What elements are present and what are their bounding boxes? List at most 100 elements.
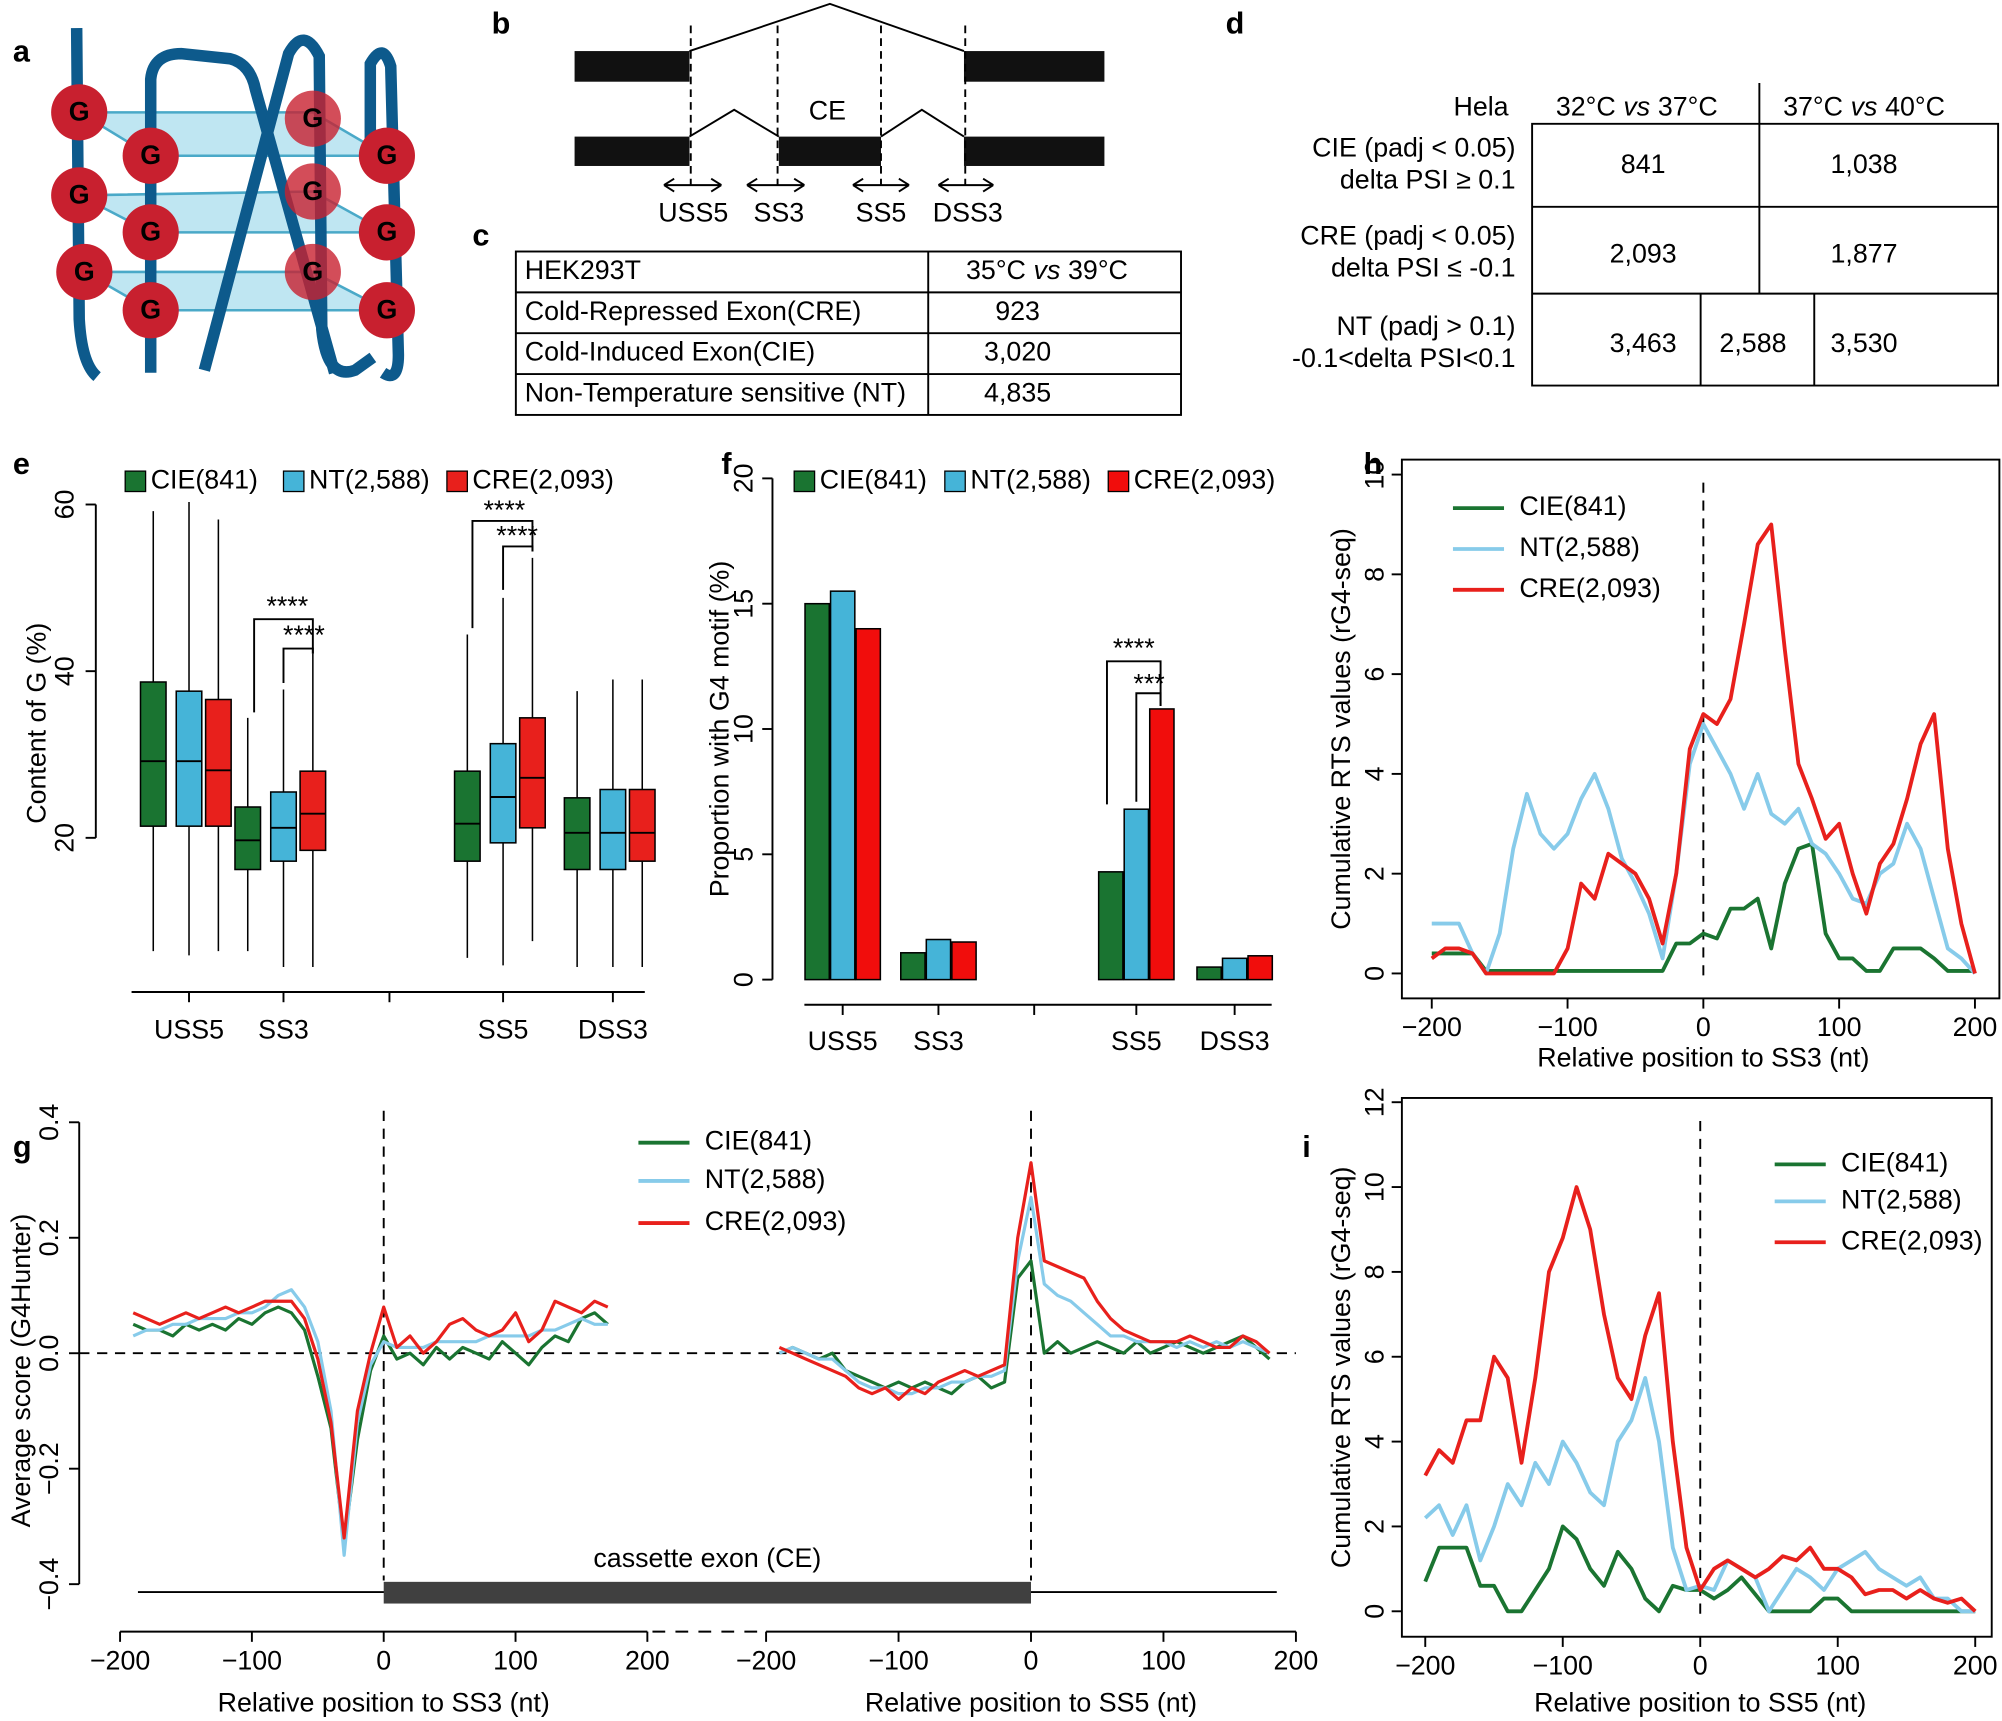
legend-label: CIE(841) xyxy=(820,464,927,494)
guanine xyxy=(284,243,341,301)
guanine xyxy=(122,204,179,261)
bar xyxy=(855,627,882,981)
header-part: 39°C xyxy=(1068,255,1128,285)
panel-label: g xyxy=(13,1130,32,1164)
x-tick-label: 100 xyxy=(493,1645,538,1675)
y-tick-label: 12 xyxy=(1359,1087,1389,1117)
header-part: 37°C xyxy=(1783,92,1843,122)
strand xyxy=(70,28,102,382)
header-part: 35°C xyxy=(966,255,1026,285)
guanine-label: G xyxy=(69,97,90,127)
significance-label: **** xyxy=(283,620,325,650)
box xyxy=(299,770,327,852)
significance-bracket xyxy=(253,618,314,713)
guanine-label: G xyxy=(302,176,323,206)
series-line xyxy=(1423,1185,1977,1613)
y-axis-label: Cumulative RTS values (rG4-seq) xyxy=(1326,1167,1356,1569)
legend-swatch xyxy=(446,470,468,493)
header-part: 40°C xyxy=(1885,92,1945,122)
x-tick-label: 0 xyxy=(1696,1012,1711,1042)
legend-swatch xyxy=(1107,470,1130,493)
box xyxy=(234,806,262,871)
x-tick-label: 200 xyxy=(1274,1645,1319,1675)
intron xyxy=(688,2,965,138)
cell-value: 923 xyxy=(995,296,1040,326)
x-tick-label: SS3 xyxy=(913,1026,964,1056)
y-axis-label: Content of G (%) xyxy=(21,623,51,824)
y-tick-label: 0.4 xyxy=(34,1104,64,1141)
window-arrow xyxy=(663,177,994,193)
row-label: Cold-Induced Exon(CIE) xyxy=(525,337,815,367)
y-tick-label: 0.2 xyxy=(34,1219,64,1256)
bar xyxy=(900,952,926,981)
y-axis-label: Cumulative RTS values (rG4-seq) xyxy=(1326,528,1356,930)
x-tick-label: −200 xyxy=(90,1645,150,1675)
y-tick-label: 6 xyxy=(1359,1349,1389,1364)
x-tick-label: 200 xyxy=(1953,1012,1998,1042)
row-label: Cold-Repressed Exon(CRE) xyxy=(525,296,862,326)
header-part: vs xyxy=(1034,255,1061,285)
significance-bracket xyxy=(502,545,534,590)
y-tick-label: 60 xyxy=(50,490,80,520)
y-tick-label: 6 xyxy=(1359,667,1389,682)
guanine xyxy=(122,127,179,184)
x-tick-label: 200 xyxy=(625,1645,670,1675)
cell-value: 3,020 xyxy=(984,337,1051,367)
exon xyxy=(574,136,690,166)
legend-swatch xyxy=(793,470,816,493)
column-header: 37°C vs 40°C xyxy=(1783,92,1945,122)
header-part: 32°C xyxy=(1556,92,1616,122)
panel-label: e xyxy=(13,447,30,481)
significance-label: **** xyxy=(266,591,308,621)
table-grid xyxy=(1531,82,2000,387)
bar xyxy=(925,938,952,981)
bar xyxy=(829,590,856,981)
plot-frame xyxy=(1400,458,2001,1000)
y-tick-label: 0.0 xyxy=(34,1335,64,1372)
bar xyxy=(1123,808,1150,981)
y-tick-label: −0.4 xyxy=(34,1558,64,1611)
y-tick-label: 4 xyxy=(1359,766,1389,781)
exon-label: cassette exon (CE) xyxy=(593,1543,821,1573)
x-tick-label: 0 xyxy=(376,1645,391,1675)
legend-label: NT(2,588) xyxy=(1519,532,1640,562)
plot-frame xyxy=(1400,1097,1993,1638)
significance-label: **** xyxy=(496,521,538,551)
x-tick-label: −200 xyxy=(736,1645,796,1675)
significance-bracket xyxy=(1135,692,1162,802)
guanine-label: G xyxy=(140,295,161,325)
y-tick-label: 8 xyxy=(1359,1264,1389,1279)
series-line xyxy=(132,1299,609,1540)
legend-label: CRE(2,093) xyxy=(1841,1225,1982,1255)
box xyxy=(269,791,298,862)
table: Hela 32°C vs 37°C 37°C vs 40°C CIE (padj < 0… xyxy=(1292,82,2000,387)
panel-label: b xyxy=(492,7,511,41)
significance-label: *** xyxy=(1133,669,1165,699)
exon xyxy=(963,136,1105,166)
x-tick-label: USS5 xyxy=(808,1026,878,1056)
y-tick-label: 20 xyxy=(729,463,759,493)
bar xyxy=(951,941,977,981)
guanine xyxy=(358,282,415,339)
row-label: -0.1<delta PSI<0.1 xyxy=(1292,343,1515,373)
strand xyxy=(364,47,405,382)
y-tick-label: 40 xyxy=(50,656,80,686)
series-line xyxy=(132,1305,609,1546)
x-tick-label: USS5 xyxy=(154,1015,224,1045)
guanine xyxy=(284,90,341,147)
y-tick-label: 2 xyxy=(1359,1519,1389,1534)
panel-label: a xyxy=(13,35,31,69)
row-label: NT (padj > 0.1) xyxy=(1337,311,1516,341)
box xyxy=(599,788,627,871)
panel-label: h xyxy=(1364,447,1383,481)
x-tick-label: −200 xyxy=(1402,1012,1462,1042)
guanine-label: G xyxy=(376,295,397,325)
guanine xyxy=(122,282,179,339)
guanine-label: G xyxy=(69,180,90,210)
guanine xyxy=(284,163,341,220)
cell-value: 1,038 xyxy=(1831,149,1898,179)
significance-bracket xyxy=(471,519,534,629)
legend-swatch xyxy=(124,470,147,493)
legend-label: CIE(841) xyxy=(151,464,258,494)
